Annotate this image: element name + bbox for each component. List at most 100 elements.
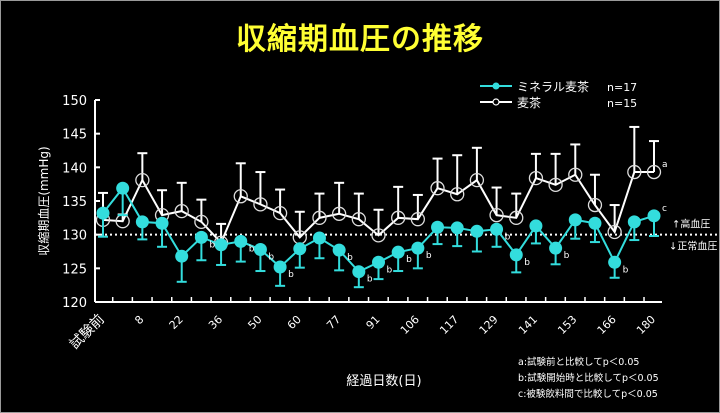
y-tick-label: 140 <box>62 161 87 176</box>
data-point <box>646 164 662 180</box>
x-tick-label: 60 <box>285 313 304 332</box>
significance-mark: b <box>249 244 255 254</box>
data-point <box>608 255 622 269</box>
significance-mark: b <box>623 265 629 275</box>
data-point <box>253 197 268 212</box>
significance-mark: a <box>662 160 668 170</box>
data-point <box>391 245 405 259</box>
data-point <box>155 216 169 230</box>
data-point <box>588 216 602 230</box>
x-tick-label: 77 <box>324 313 343 332</box>
footnotes: a:試験前と比較してp＜0.05 b:試験開始時と比較してp＜0.05 c:被験飲料… <box>518 356 659 400</box>
data-point <box>332 243 346 257</box>
x-tick-label: 8 <box>132 313 146 327</box>
data-point <box>627 164 642 180</box>
data-point <box>174 203 189 219</box>
hypertension-label: ↑高血圧 <box>672 218 710 231</box>
data-point <box>470 224 484 238</box>
legend-label: 麦茶 <box>517 95 541 110</box>
x-axis-title: 経過日数(日) <box>346 374 421 389</box>
data-point <box>372 255 385 269</box>
y-tick-label: 120 <box>62 296 87 311</box>
significance-mark: c <box>662 204 667 214</box>
data-point <box>529 219 543 233</box>
data-point <box>431 220 445 234</box>
data-point <box>549 241 563 255</box>
data-point <box>450 221 464 235</box>
significance-mark: b <box>387 265 393 275</box>
x-tick-label: 試験前 <box>66 311 108 353</box>
data-point <box>234 234 248 248</box>
data-point <box>627 215 641 229</box>
footnote: a:試験前と比較してp＜0.05 <box>518 356 639 368</box>
y-axis-title: 収縮期血圧(mmHg) <box>36 146 51 255</box>
significance-mark: b <box>268 252 274 262</box>
data-point <box>312 210 327 225</box>
x-tick-label: 117 <box>437 313 461 337</box>
data-point <box>548 177 563 192</box>
x-tick-label: 50 <box>245 313 264 332</box>
data-point <box>568 213 582 227</box>
axes: 120 125 130 135 140 145 150 <box>62 94 662 311</box>
data-point <box>194 214 209 230</box>
x-tick-label: 129 <box>477 313 501 337</box>
significance-mark: b <box>426 251 432 261</box>
legend-item-barley-tea: 麦茶 n=15 <box>480 95 637 110</box>
legend-n: n=17 <box>607 81 637 94</box>
data-point <box>194 230 208 244</box>
x-tick-label: 180 <box>634 313 658 337</box>
data-point <box>528 170 544 186</box>
data-point <box>331 206 347 221</box>
legend: ミネラル麦茶 n=17 麦茶 n=15 <box>480 79 637 110</box>
series-group: a b b b b b b b b b b b b b c <box>95 125 668 289</box>
series-mineral-barley-tea: b b b b b b b b b b b b b c <box>96 181 667 289</box>
data-point <box>352 265 366 279</box>
x-tick-label: 91 <box>364 313 383 332</box>
data-point <box>135 215 149 229</box>
data-point <box>135 172 150 188</box>
significance-mark: b <box>564 251 570 261</box>
significance-mark: b <box>347 253 353 263</box>
y-tick-label: 135 <box>62 195 87 210</box>
x-tick-label: 153 <box>555 313 579 337</box>
reference-line: ↑高血圧 ↓正常血圧 <box>95 218 718 253</box>
data-point <box>410 212 426 227</box>
data-point <box>96 206 110 220</box>
significance-mark: b <box>406 255 412 265</box>
data-point <box>312 231 326 245</box>
axis-labels: 試験前 8 22 36 50 60 77 91 106 117 129 141 153 166 180 経過日… <box>36 146 658 389</box>
data-point <box>430 181 445 196</box>
y-tick-label: 145 <box>62 128 87 143</box>
y-tick-label: 130 <box>62 229 87 244</box>
data-point <box>253 242 267 256</box>
data-point <box>509 210 524 225</box>
data-point <box>490 222 504 236</box>
data-point <box>450 187 465 202</box>
data-point <box>273 260 287 274</box>
normal-bp-label: ↓正常血圧 <box>669 240 717 253</box>
data-point <box>233 189 248 204</box>
data-point <box>489 207 504 223</box>
significance-mark: b <box>505 232 511 242</box>
footnote: b:試験開始時と比較してp＜0.05 <box>518 372 659 384</box>
x-tick-label: 166 <box>595 313 619 337</box>
data-point <box>391 210 406 225</box>
legend-item-mineral-barley-tea: ミネラル麦茶 n=17 <box>480 79 637 94</box>
significance-mark: b <box>288 270 294 280</box>
significance-mark: b <box>209 240 215 250</box>
data-point <box>469 172 485 188</box>
x-tick-label: 36 <box>206 313 225 332</box>
x-tick-label: 22 <box>167 313 186 332</box>
series-barley-tea: a <box>95 125 668 250</box>
data-point <box>293 242 307 256</box>
data-point <box>351 212 366 227</box>
data-point <box>568 167 583 182</box>
legend-n: n=15 <box>607 97 637 110</box>
data-point <box>607 224 622 240</box>
data-point <box>509 248 523 262</box>
data-point <box>587 197 603 213</box>
legend-label: ミネラル麦茶 <box>517 79 589 94</box>
chart-title: 収縮期血圧の推移 <box>236 22 484 57</box>
